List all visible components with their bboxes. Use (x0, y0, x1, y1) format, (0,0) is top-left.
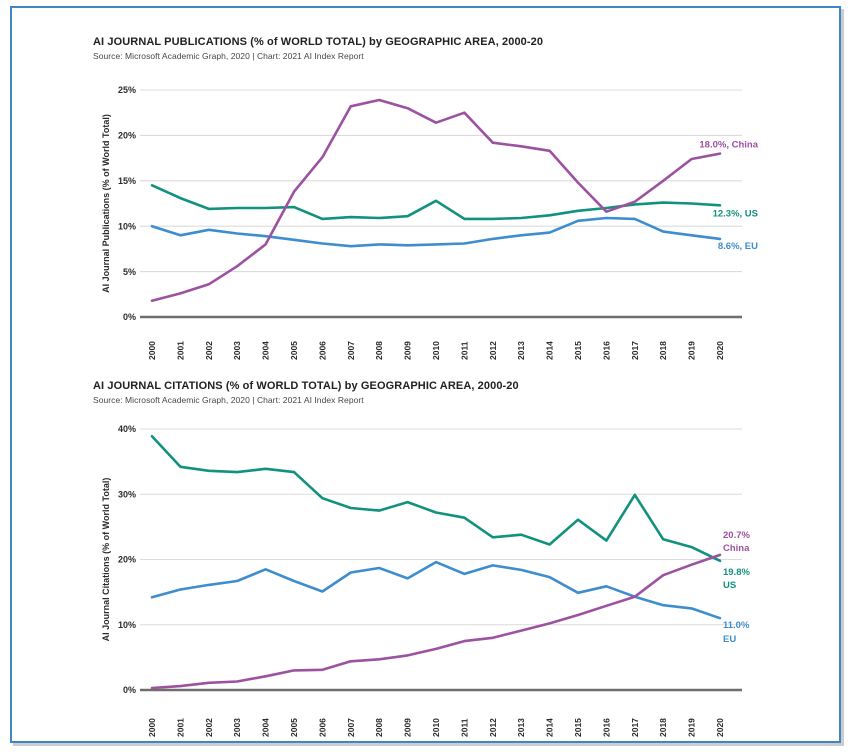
x-tick-label: 2001 (175, 341, 185, 360)
end-label-line: 20.7% (723, 530, 750, 541)
end-label-line: US (723, 580, 736, 591)
x-tick-label: 2020 (715, 718, 725, 737)
end-label-line: China (723, 543, 750, 554)
x-tick-label: 2007 (346, 718, 356, 737)
x-tick-label: 2005 (289, 341, 299, 360)
publications-chart-header: AI JOURNAL PUBLICATIONS (% of WORLD TOTA… (93, 36, 713, 61)
y-tick-label: 10% (118, 620, 136, 630)
x-tick-label: 2014 (545, 718, 555, 737)
series-line-china (150, 553, 722, 690)
x-tick-label: 2010 (431, 341, 441, 360)
end-label-line: 11.0% (723, 620, 750, 631)
series-end-label-china: 18.0%, China (699, 140, 758, 151)
x-tick-label: 2016 (601, 341, 611, 360)
x-tick-label: 2008 (374, 341, 384, 360)
x-tick-label: 2010 (431, 718, 441, 737)
end-label-line: 18.0%, China (699, 140, 758, 151)
page-border (10, 6, 841, 743)
x-tick-label: 2013 (516, 341, 526, 360)
series-line-us (150, 434, 722, 563)
end-label-line: 19.8% (723, 567, 750, 578)
x-tick-label: 2016 (601, 718, 611, 737)
x-tick-label: 2012 (488, 718, 498, 737)
x-tick-label: 2013 (516, 718, 526, 737)
y-axis-title: AI Journal Citations (% of World Total) (101, 478, 111, 642)
end-label-line: 12.3%, US (713, 208, 758, 219)
y-tick-label: 25% (118, 85, 136, 95)
y-tick-label: 0% (123, 312, 136, 322)
x-tick-label: 2020 (715, 341, 725, 360)
chart-publications: 0% 5% 10% 15% 20% 25% 2000 2001 2002 2003 2004 2005… (101, 85, 759, 360)
y-tick-label: 15% (118, 176, 136, 186)
x-tick-label: 2015 (573, 718, 583, 737)
y-tick-label: 0% (123, 685, 136, 695)
x-tick-label: 2017 (630, 718, 640, 737)
y-tick-label: 40% (118, 424, 136, 434)
citations-chart-title: AI JOURNAL CITATIONS (% of WORLD TOTAL) … (93, 380, 519, 392)
x-tick-label: 2011 (459, 341, 469, 360)
x-tick-label: 2019 (687, 341, 697, 360)
x-tick-label: 2015 (573, 341, 583, 360)
x-tick-label: 2008 (374, 718, 384, 737)
y-tick-label: 20% (118, 555, 136, 565)
x-tick-label: 2017 (630, 341, 640, 360)
series-end-label-eu: 11.0% EU (723, 620, 750, 645)
x-tick-label: 2002 (204, 718, 214, 737)
x-tick-label: 2009 (403, 718, 413, 737)
y-axis-title: AI Journal Publications (% of World Tota… (101, 114, 111, 293)
x-tick-label: 2019 (687, 718, 697, 737)
x-tick-label: 2000 (147, 341, 157, 360)
series-end-label-us: 19.8% US (723, 567, 750, 591)
series-end-label-us: 12.3%, US (713, 208, 758, 219)
publications-chart-source: Source: Microsoft Academic Graph, 2020 |… (93, 51, 364, 61)
end-label-line: 8.6%, EU (718, 241, 758, 252)
x-tick-label: 2004 (261, 718, 271, 737)
x-tick-label: 2000 (147, 718, 157, 737)
x-tick-label: 2006 (317, 341, 327, 360)
x-tick-label: 2004 (261, 341, 271, 360)
x-tick-label: 2003 (232, 718, 242, 737)
x-tick-label: 2009 (403, 341, 413, 360)
x-tick-label: 2014 (545, 341, 555, 360)
publications-chart-title: AI JOURNAL PUBLICATIONS (% of WORLD TOTA… (93, 36, 544, 48)
x-tick-label: 2005 (289, 718, 299, 737)
series-end-label-eu: 8.6%, EU (718, 241, 758, 252)
y-tick-label: 30% (118, 489, 136, 499)
citations-chart-header: AI JOURNAL CITATIONS (% of WORLD TOTAL) … (93, 380, 713, 405)
x-tick-label: 2018 (658, 718, 668, 737)
x-tick-label: 2012 (488, 341, 498, 360)
series-line-eu (150, 216, 722, 248)
x-tick-label: 2007 (346, 341, 356, 360)
chart-citations: 0% 10% 20% 30% 40% 2000 2001 2002 2003 2004 2005 20… (101, 424, 750, 737)
series-line-china (150, 98, 722, 303)
citations-chart-source: Source: Microsoft Academic Graph, 2020 |… (93, 395, 364, 405)
end-label-line: EU (723, 634, 736, 645)
x-tick-label: 2003 (232, 341, 242, 360)
series-end-label-china: 20.7% China (723, 530, 750, 554)
y-tick-label: 10% (118, 221, 136, 231)
series-line-eu (150, 560, 722, 620)
x-tick-label: 2011 (459, 718, 469, 737)
x-tick-label: 2018 (658, 341, 668, 360)
x-tick-label: 2001 (175, 718, 185, 737)
x-tick-label: 2002 (204, 341, 214, 360)
y-tick-label: 5% (123, 267, 136, 277)
x-tick-label: 2006 (317, 718, 327, 737)
y-tick-label: 20% (118, 131, 136, 141)
